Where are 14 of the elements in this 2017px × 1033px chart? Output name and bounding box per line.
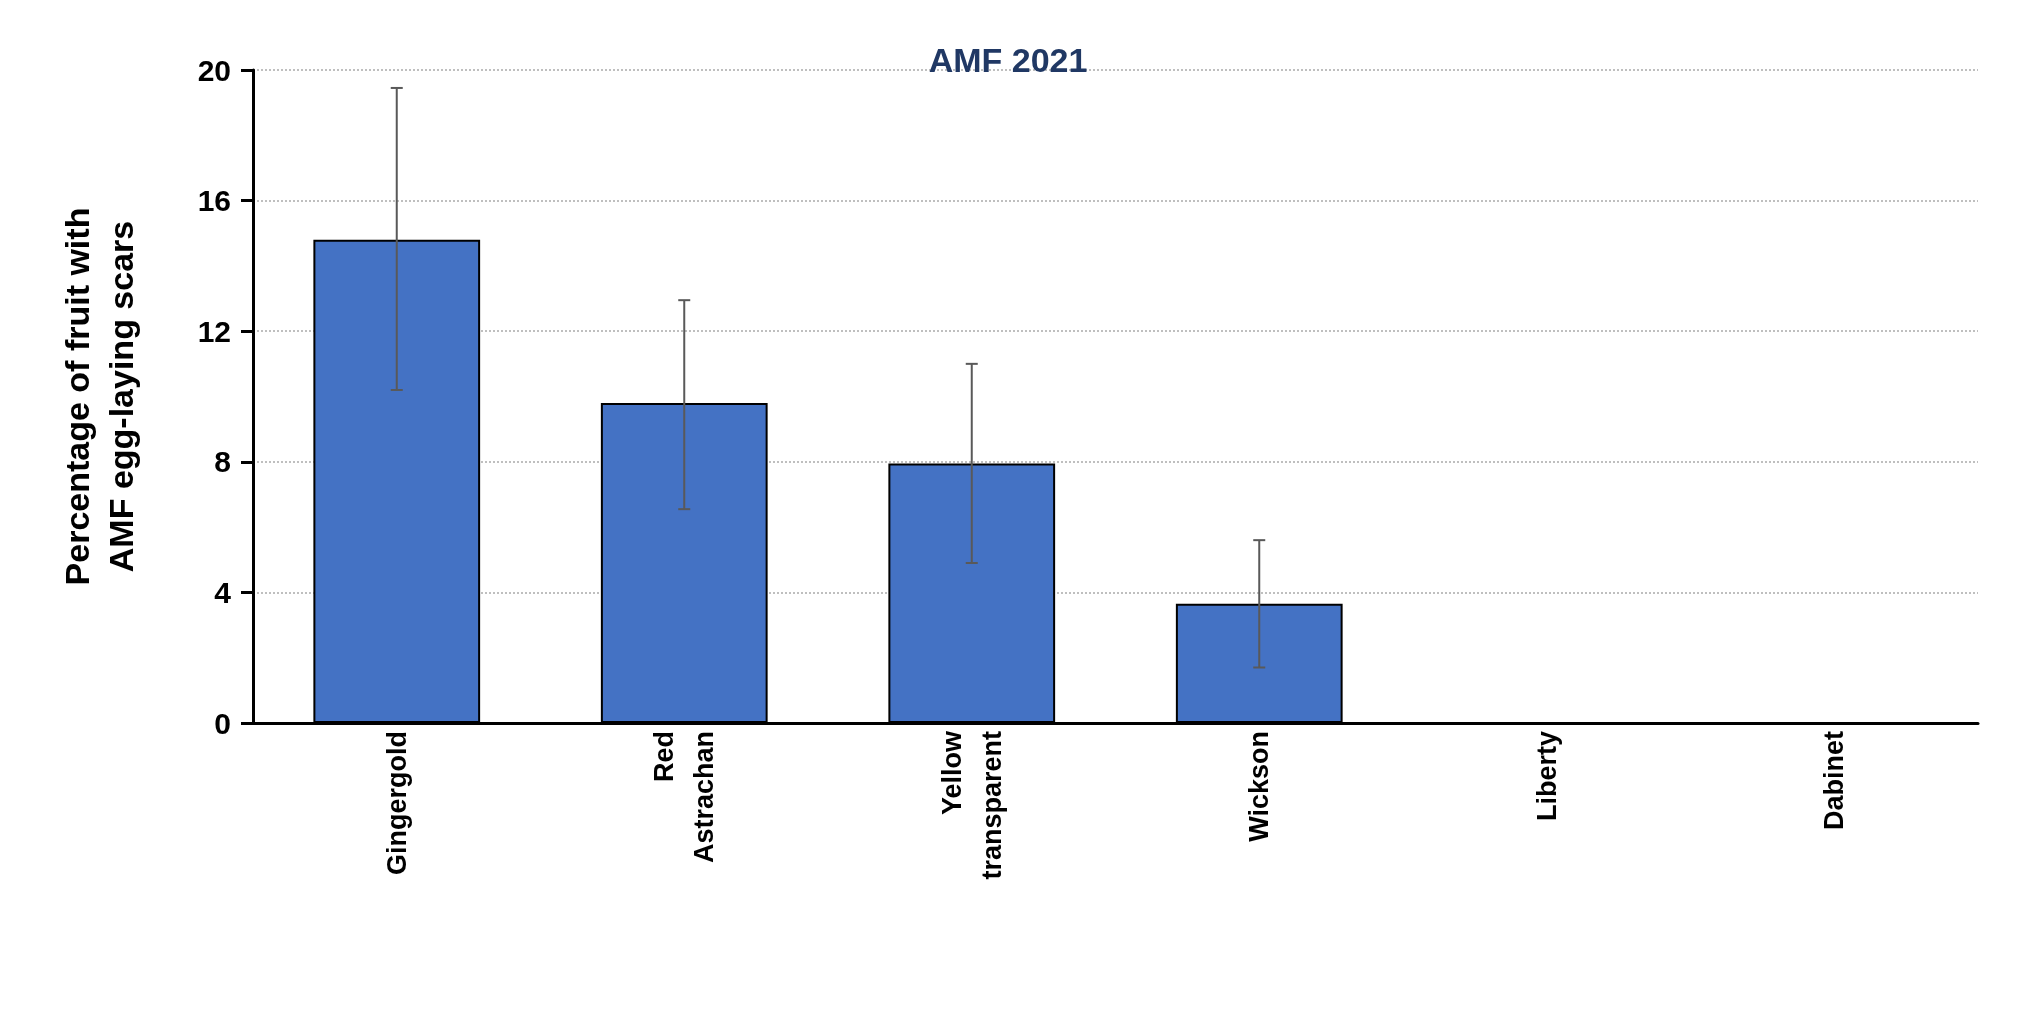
x-tick-label: Dabinet — [1819, 731, 1850, 831]
y-tick-label: 16 — [197, 184, 231, 218]
y-tick-label: 20 — [197, 53, 231, 87]
y-tick-label: 0 — [214, 706, 231, 740]
x-tick-label: Liberty — [1531, 731, 1562, 822]
y-tick-label: 12 — [197, 314, 231, 348]
x-tick-label: Wickson — [1244, 731, 1275, 842]
y-tick-label: 4 — [214, 575, 232, 609]
y-tick-label: 8 — [214, 445, 231, 479]
y-axis-title: Percentage of fruit with AMF egg-laying scars — [58, 207, 140, 586]
chart-title: AMF 2021 — [928, 41, 1088, 79]
x-tick-label: Yellow transparent — [936, 730, 1007, 880]
x-tick-label: Red Astrachan — [649, 731, 720, 864]
x-tick-label: Gingergold — [381, 731, 412, 875]
